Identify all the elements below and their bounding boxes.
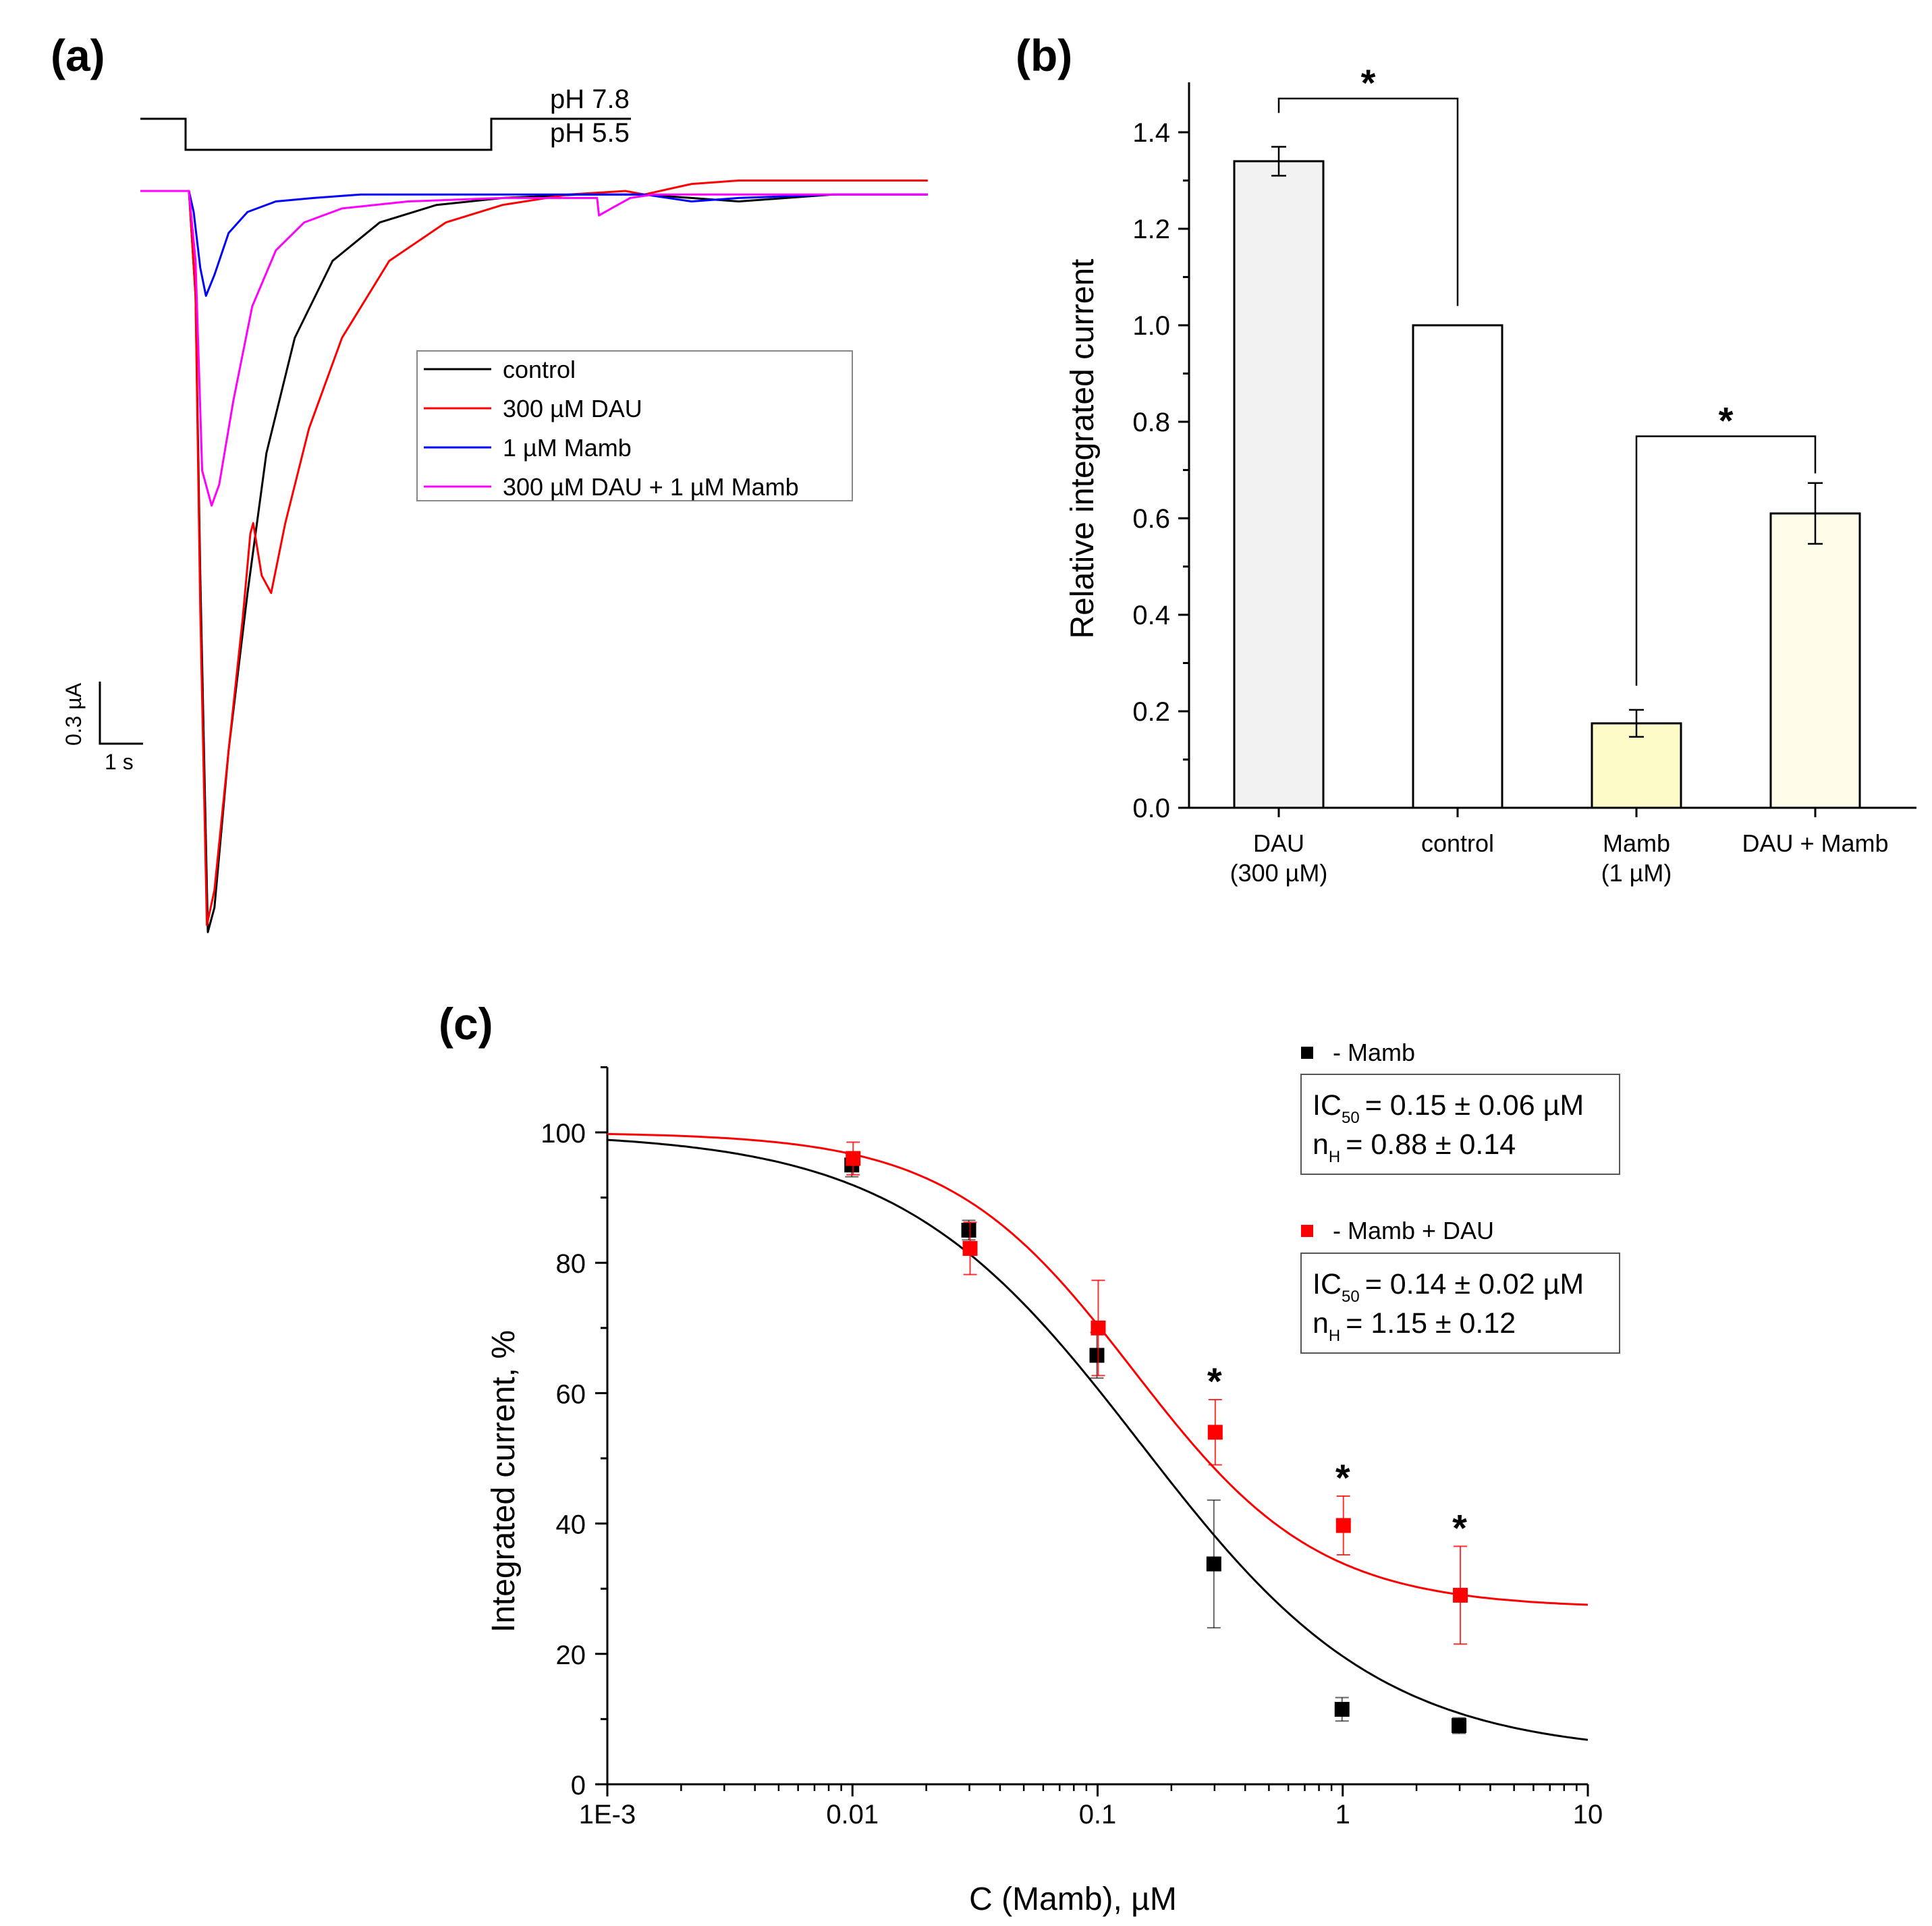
bar-4 xyxy=(1769,512,1861,809)
data-point xyxy=(1452,1718,1467,1734)
fit-nh-mamb: nH = 0.88 ± 0.14 xyxy=(1313,1128,1516,1166)
c-x-tick-label: 1E-3 xyxy=(579,1800,636,1829)
legend-box xyxy=(416,350,853,501)
significance-star: * xyxy=(1719,399,1734,441)
legend-label-4: 300 µM DAU + 1 µM Mamb xyxy=(503,473,799,501)
b-y-axis-title: Relative integrated current xyxy=(1065,259,1101,639)
scale-bar xyxy=(99,682,143,745)
trace-3 xyxy=(140,190,928,297)
data-point xyxy=(1091,1320,1106,1336)
c-x-tick-label: 0.01 xyxy=(826,1800,879,1829)
data-point xyxy=(1335,1518,1351,1533)
c-y-tick-label: 20 xyxy=(556,1641,586,1670)
b-category-label: (1 µM) xyxy=(1601,859,1672,887)
b-category-label: Mamb xyxy=(1603,829,1670,857)
bar-chart: 0.0 0.2 0.4 0.6 0.8 1.0 1.2 1.4 DAU(300 µM) contr… xyxy=(1132,61,1916,887)
c-y-axis-title: Integrated current, % xyxy=(486,1330,522,1632)
scale-bar-current-label: 0.3 µA xyxy=(61,682,86,746)
b-y-tick-label: 0.4 xyxy=(1132,601,1170,630)
fit-ic50-mamb-dau: IC50 = 0.14 ± 0.02 µM xyxy=(1313,1268,1584,1306)
data-point xyxy=(1206,1556,1221,1572)
b-y-tick-label: 0.0 xyxy=(1132,794,1170,823)
ic-prefix: IC xyxy=(1313,1089,1342,1122)
data-point xyxy=(1453,1587,1468,1603)
ph-low-label: pH 5.5 xyxy=(550,118,630,148)
fit-box-mamb-dau xyxy=(1300,1253,1620,1354)
significance-bracket-2 xyxy=(1635,435,1817,686)
b-y-tick-label: 0.8 xyxy=(1132,408,1170,437)
fit-nh-mamb-dau: nH = 1.15 ± 0.12 xyxy=(1313,1307,1516,1345)
current-traces xyxy=(140,180,928,933)
c-y-tick-label: 60 xyxy=(556,1379,586,1409)
fit-box-mamb xyxy=(1300,1074,1620,1175)
legend-marker-mamb-dau xyxy=(1301,1225,1313,1237)
n-prefix: n xyxy=(1313,1128,1329,1161)
c-y-tick-label: 100 xyxy=(541,1119,586,1149)
panel-b-label: (b) xyxy=(1016,30,1072,80)
panel-a-label: (a) xyxy=(51,30,105,80)
legend-label-2: 300 µM DAU xyxy=(503,395,642,422)
legend-label-mamb-dau: - Mamb + DAU xyxy=(1333,1217,1494,1244)
n-subscript: H xyxy=(1329,1327,1340,1345)
dose-response-chart: 0 20 40 60 80 100 1E-3 0.01 0.1 1 10 * * * xyxy=(541,1066,1603,1829)
data-point xyxy=(846,1151,861,1166)
b-category-label: DAU xyxy=(1253,829,1304,857)
ic-subscript: 50 xyxy=(1342,1109,1360,1127)
significance-star: * xyxy=(1452,1506,1467,1549)
data-point xyxy=(1207,1425,1223,1440)
significance-star: * xyxy=(1207,1360,1222,1402)
data-point xyxy=(962,1240,978,1256)
c-x-tick-label: 10 xyxy=(1573,1800,1603,1829)
b-y-tick-label: 1.2 xyxy=(1132,215,1170,244)
c-y-tick-label: 80 xyxy=(556,1249,586,1279)
data-point xyxy=(1089,1348,1105,1363)
c-x-tick-label: 0.1 xyxy=(1079,1800,1117,1829)
n-value: = 0.88 ± 0.14 xyxy=(1346,1128,1516,1161)
ph-protocol-line xyxy=(140,117,631,151)
n-value: = 1.15 ± 0.12 xyxy=(1346,1307,1516,1340)
bar-2 xyxy=(1412,324,1503,809)
c-y-tick-label: 0 xyxy=(571,1771,586,1800)
scale-bar-time-label: 1 s xyxy=(105,750,134,774)
legend-label-mamb: - Mamb xyxy=(1333,1039,1415,1066)
panel-c-label: (c) xyxy=(439,999,493,1049)
ic-value: = 0.15 ± 0.06 µM xyxy=(1365,1089,1584,1122)
bar-1 xyxy=(1233,160,1325,809)
ic-value: = 0.14 ± 0.02 µM xyxy=(1365,1268,1584,1300)
b-y-tick-label: 1.0 xyxy=(1132,311,1170,341)
trace-4 xyxy=(140,190,928,507)
b-y-tick-label: 0.6 xyxy=(1132,504,1170,534)
legend-label-3: 1 µM Mamb xyxy=(503,434,632,462)
significance-bracket-1 xyxy=(1277,97,1459,306)
ic-prefix: IC xyxy=(1313,1268,1342,1300)
c-x-axis-title: C (Mamb), µM xyxy=(969,1881,1177,1917)
significance-star: * xyxy=(1335,1456,1350,1499)
n-subscript: H xyxy=(1329,1148,1340,1166)
c-x-tick-label: 1 xyxy=(1335,1800,1350,1829)
b-y-tick-label: 0.2 xyxy=(1132,697,1170,727)
data-point xyxy=(1334,1701,1350,1717)
b-y-tick-label: 1.4 xyxy=(1132,118,1170,148)
b-category-label: DAU + Mamb xyxy=(1742,829,1888,857)
b-category-label: control xyxy=(1421,829,1494,857)
data-point xyxy=(961,1222,976,1238)
ic-subscript: 50 xyxy=(1342,1288,1360,1306)
legend-entries: control 300 µM DAU 1 µM Mamb 300 µM DAU + 1… xyxy=(424,356,799,501)
n-prefix: n xyxy=(1313,1307,1329,1340)
legend-label-1: control xyxy=(503,356,576,383)
ph-high-label: pH 7.8 xyxy=(550,84,630,114)
b-category-label: (300 µM) xyxy=(1230,859,1328,887)
significance-star: * xyxy=(1361,61,1376,104)
c-y-tick-label: 40 xyxy=(556,1510,586,1540)
legend-marker-mamb xyxy=(1301,1047,1313,1059)
fit-curve-1 xyxy=(607,1138,1589,1741)
fit-ic50-mamb: IC50 = 0.15 ± 0.06 µM xyxy=(1313,1089,1584,1127)
